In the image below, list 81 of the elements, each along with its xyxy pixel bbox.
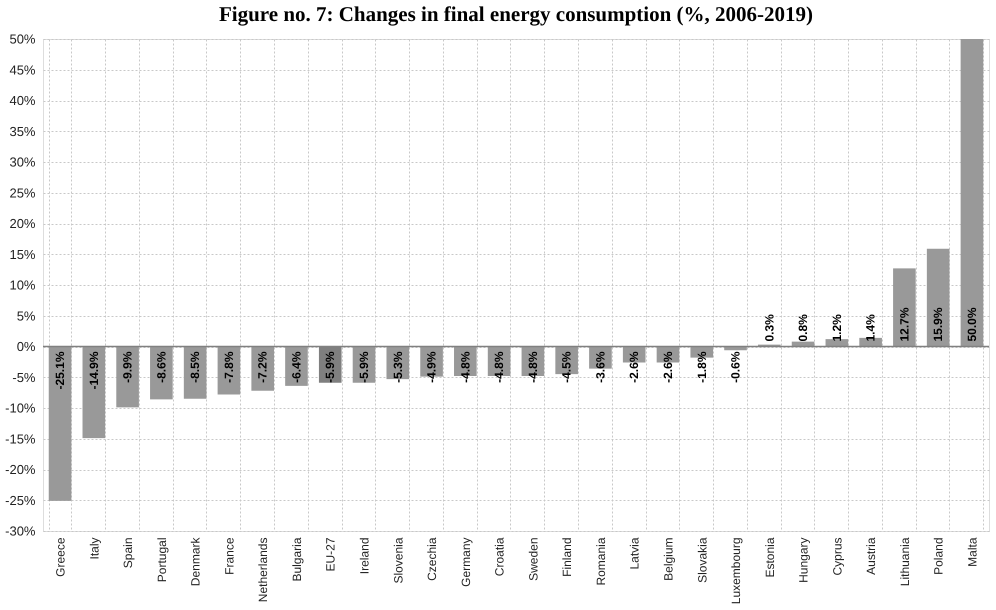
- x-tick-label: Germany: [458, 538, 473, 587]
- data-label: -7.2%: [256, 351, 270, 383]
- data-label: 1.2%: [830, 314, 844, 342]
- bar: [82, 346, 106, 438]
- data-label: 0.8%: [796, 314, 810, 342]
- y-tick-label: -20%: [5, 462, 36, 477]
- x-tick-label: Spain: [121, 538, 136, 568]
- x-tick-label: Greece: [54, 537, 68, 577]
- chart-title: Figure no. 7: Changes in final energy consumption (%, 2006-2019): [218, 2, 814, 26]
- x-tick-label: Croatia: [492, 537, 507, 576]
- x-tick-label: Sweden: [526, 538, 540, 581]
- data-label: 12.7%: [897, 307, 912, 342]
- x-tick-label: Estonia: [762, 537, 777, 578]
- x-tick-label: Lithuania: [898, 537, 912, 586]
- x-tick-label: Bulgaria: [290, 537, 304, 582]
- data-label: -1.8%: [694, 351, 709, 383]
- data-label: -5.9%: [357, 351, 372, 383]
- y-tick-label: -25%: [5, 492, 36, 508]
- y-tick-label: 45%: [9, 62, 36, 78]
- x-tick-label: Luxembourg: [729, 538, 744, 604]
- data-label: -4.8%: [526, 351, 540, 383]
- data-label: 1.4%: [864, 314, 878, 342]
- data-label: -5.3%: [390, 351, 405, 383]
- data-label: -5.9%: [323, 351, 338, 383]
- x-tick-label: Ireland: [358, 538, 372, 574]
- x-tick-label: Poland: [932, 538, 946, 575]
- data-label: -9.9%: [120, 351, 135, 383]
- data-label: 50.0%: [964, 307, 979, 342]
- y-tick-label: 50%: [9, 32, 36, 46]
- bar: [826, 339, 848, 346]
- data-label: -6.4%: [289, 351, 304, 383]
- bar: [792, 342, 814, 346]
- bar: [960, 39, 984, 346]
- y-tick-label: 10%: [9, 278, 36, 292]
- x-tick-label: Slovakia: [695, 537, 710, 583]
- x-tick-label: Czechia: [425, 537, 440, 581]
- x-tick-label: Cyprus: [830, 538, 844, 576]
- data-label: -2.6%: [627, 351, 642, 383]
- y-tick-label: 20%: [9, 216, 36, 231]
- x-tick-label: Portugal: [154, 538, 169, 582]
- x-tick-label: Latvia: [628, 537, 642, 570]
- x-tick-label: Belgium: [661, 538, 676, 581]
- y-tick-label: 5%: [16, 308, 36, 324]
- bar: [926, 248, 950, 346]
- y-tick-label: -30%: [5, 524, 36, 538]
- y-tick-label: 0%: [16, 339, 36, 354]
- x-tick-label: France: [222, 537, 236, 575]
- x-tick-label: EU-27: [324, 537, 338, 572]
- x-tick-label: Netherlands: [256, 538, 270, 602]
- y-tick-label: 25%: [9, 185, 36, 200]
- y-tick-label: 30%: [9, 154, 36, 170]
- x-tick-label: Austria: [864, 537, 878, 575]
- data-label: -8.6%: [154, 351, 168, 383]
- data-label: -4.8%: [458, 351, 472, 383]
- data-label: 15.9%: [931, 307, 946, 342]
- data-label: -0.6%: [728, 351, 743, 383]
- x-tick-label: Hungary: [796, 538, 811, 583]
- data-label: -7.8%: [222, 351, 236, 383]
- x-tick-label: Malta: [965, 537, 980, 567]
- data-label: -4.8%: [492, 351, 506, 383]
- bar: [48, 346, 72, 501]
- x-tick-label: Denmark: [188, 536, 203, 586]
- y-tick-label: 35%: [9, 124, 36, 139]
- data-label: -25.1%: [53, 351, 68, 390]
- data-label: 0.3%: [762, 314, 776, 342]
- x-tick-label: Slovenia: [391, 537, 406, 584]
- data-label: -4.9%: [424, 351, 439, 383]
- bar: [893, 268, 916, 346]
- data-label: -3.6%: [593, 351, 608, 383]
- x-tick-label: Finland: [560, 538, 574, 577]
- y-tick-label: 40%: [9, 93, 36, 108]
- data-label: -14.9%: [86, 351, 101, 390]
- x-tick-label: Italy: [87, 538, 102, 560]
- data-label: -4.5%: [560, 351, 574, 383]
- y-tick-label: -10%: [5, 400, 36, 416]
- y-tick-label: 15%: [9, 246, 36, 262]
- data-label: -2.6%: [660, 351, 675, 383]
- y-tick-label: -15%: [5, 431, 36, 446]
- data-label: -8.5%: [188, 351, 202, 383]
- y-tick-label: -5%: [12, 370, 36, 385]
- x-tick-label: Romania: [594, 537, 608, 586]
